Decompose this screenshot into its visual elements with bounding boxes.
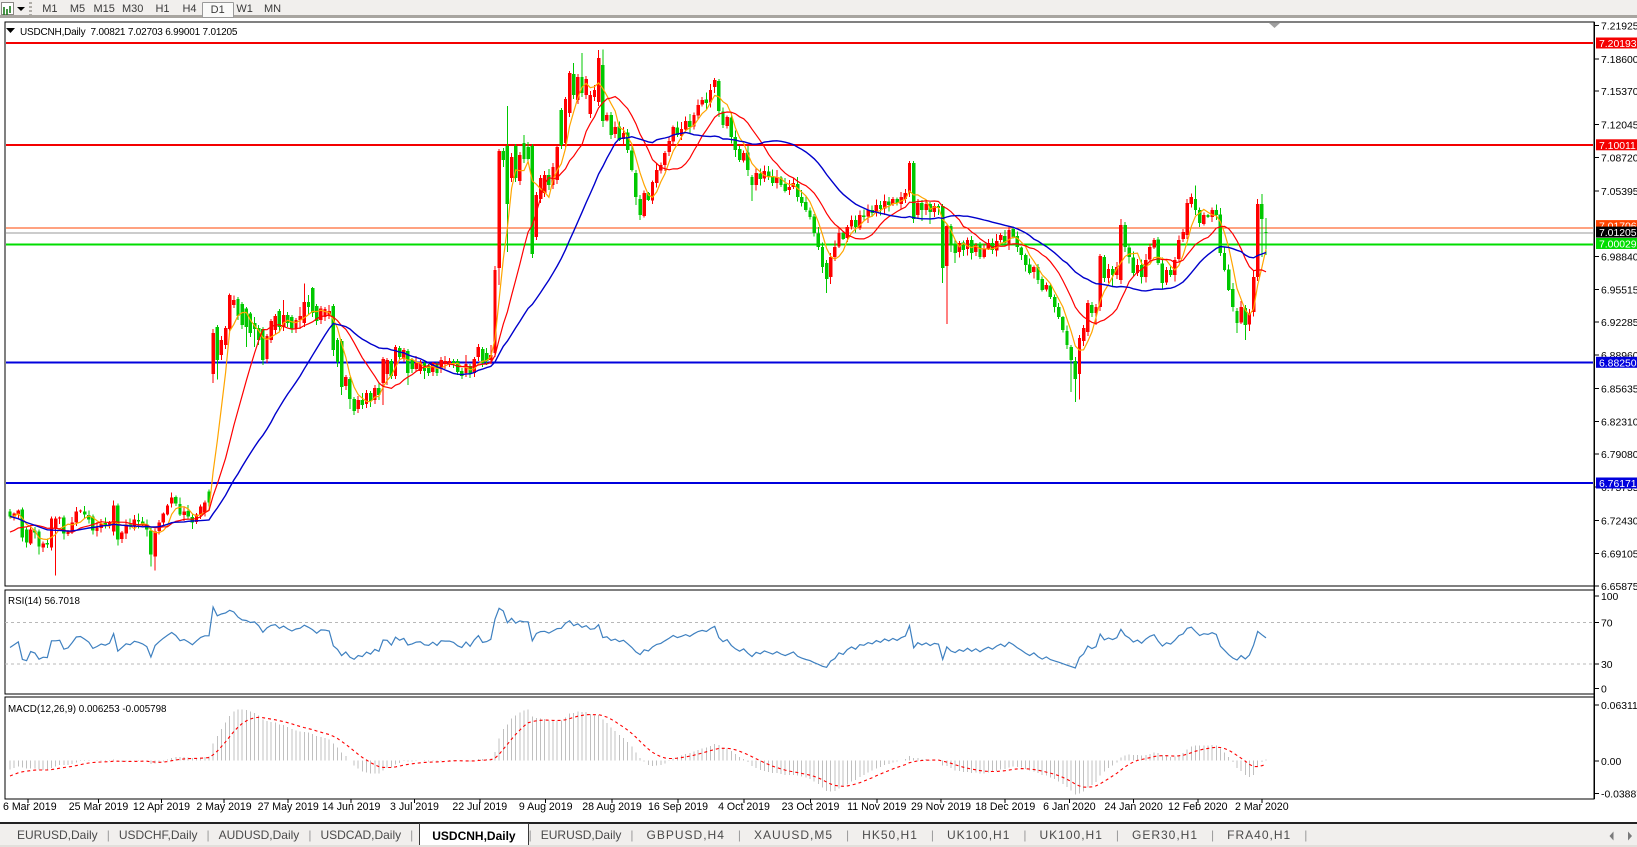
svg-text:7.10011: 7.10011 (1599, 141, 1636, 152)
svg-text:28 Aug 2019: 28 Aug 2019 (582, 801, 642, 813)
svg-text:7.15370: 7.15370 (1601, 87, 1637, 98)
svg-text:6.82310: 6.82310 (1601, 418, 1637, 429)
svg-text:7.21925: 7.21925 (1601, 22, 1637, 33)
svg-text:6.76171: 6.76171 (1599, 479, 1637, 490)
svg-text:6.69105: 6.69105 (1601, 550, 1637, 561)
svg-text:6 Jan 2020: 6 Jan 2020 (1043, 801, 1096, 813)
svg-text:7.18600: 7.18600 (1601, 55, 1637, 66)
svg-text:6.85635: 6.85635 (1601, 384, 1637, 395)
svg-text:RSI(14) 56.7018: RSI(14) 56.7018 (8, 596, 80, 607)
svg-text:USDCNH,Daily 7.00821 7.02703: USDCNH,Daily 7.00821 7.02703 6.99001 7.0… (20, 27, 238, 38)
svg-text:6.72430: 6.72430 (1601, 516, 1637, 527)
svg-text:16 Sep 2019: 16 Sep 2019 (648, 801, 708, 813)
svg-text:0.00: 0.00 (1601, 757, 1621, 768)
svg-text:29 Nov 2019: 29 Nov 2019 (911, 801, 971, 813)
svg-text:25 Mar 2019: 25 Mar 2019 (69, 801, 129, 813)
svg-text:0: 0 (1601, 685, 1607, 696)
svg-text:4 Oct 2019: 4 Oct 2019 (718, 801, 770, 813)
svg-text:70: 70 (1601, 618, 1613, 629)
svg-text:18 Dec 2019: 18 Dec 2019 (975, 801, 1035, 813)
svg-text:9 Aug 2019: 9 Aug 2019 (519, 801, 573, 813)
svg-text:6.92285: 6.92285 (1601, 318, 1637, 329)
svg-text:23 Oct 2019: 23 Oct 2019 (782, 801, 840, 813)
svg-text:7.12045: 7.12045 (1601, 120, 1637, 131)
svg-text:6.75755: 6.75755 (1601, 483, 1637, 494)
svg-text:2 Mar 2020: 2 Mar 2020 (1235, 801, 1289, 813)
svg-text:2 May 2019: 2 May 2019 (196, 801, 251, 813)
svg-text:27 May 2019: 27 May 2019 (258, 801, 319, 813)
svg-text:MACD(12,26,9) 0.006253 -0.0057: MACD(12,26,9) 0.006253 -0.005798 (8, 704, 167, 715)
svg-text:3 Jul 2019: 3 Jul 2019 (390, 801, 439, 813)
svg-text:14 Jun 2019: 14 Jun 2019 (322, 801, 380, 813)
svg-text:12 Feb 2020: 12 Feb 2020 (1168, 801, 1228, 813)
svg-text:6.98840: 6.98840 (1601, 252, 1637, 263)
svg-text:6.88960: 6.88960 (1601, 351, 1637, 362)
svg-text:7.20193: 7.20193 (1599, 39, 1637, 50)
svg-text:6.79080: 6.79080 (1601, 450, 1637, 461)
svg-text:7.08720: 7.08720 (1601, 154, 1637, 165)
svg-text:6.88250: 6.88250 (1599, 358, 1637, 369)
svg-text:0.063113: 0.063113 (1601, 701, 1637, 712)
svg-text:7.00029: 7.00029 (1599, 240, 1637, 251)
svg-text:30: 30 (1601, 660, 1613, 671)
svg-text:7.01205: 7.01205 (1599, 228, 1637, 239)
svg-text:24 Jan 2020: 24 Jan 2020 (1104, 801, 1162, 813)
svg-text:6 Mar 2019: 6 Mar 2019 (3, 801, 57, 813)
svg-text:6.65875: 6.65875 (1601, 582, 1637, 593)
svg-text:22 Jul 2019: 22 Jul 2019 (452, 801, 507, 813)
svg-text:6.95515: 6.95515 (1601, 286, 1637, 297)
svg-text:7.05395: 7.05395 (1601, 187, 1637, 198)
svg-text:-0.038872: -0.038872 (1601, 790, 1637, 801)
svg-text:12 Apr 2019: 12 Apr 2019 (133, 801, 190, 813)
svg-text:11 Nov 2019: 11 Nov 2019 (847, 801, 906, 813)
svg-text:100: 100 (1601, 592, 1619, 603)
